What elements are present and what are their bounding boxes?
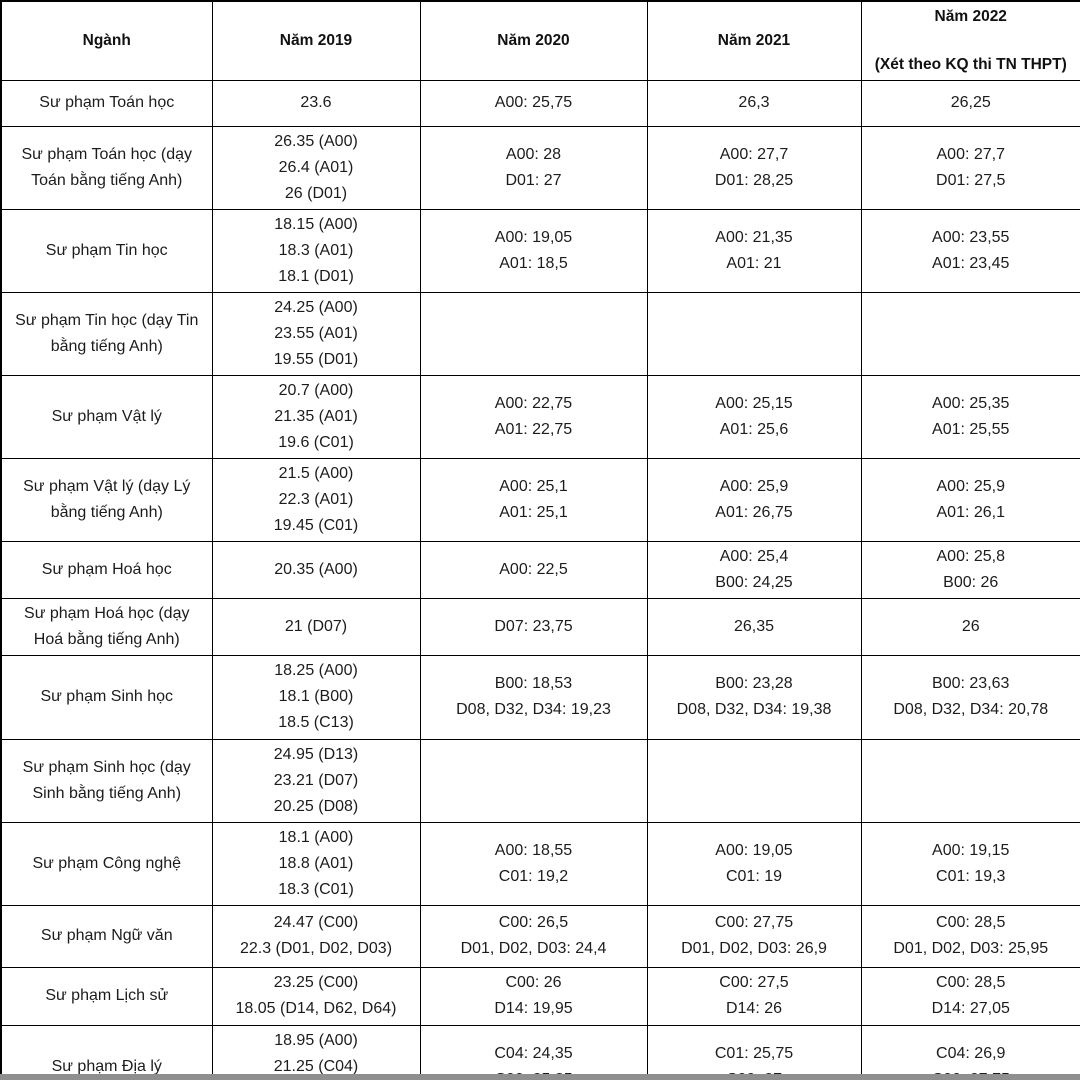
score-cell-2022: A00: 23,55 A01: 23,45 [860,208,1080,293]
major-cell: Sư phạm Tin học [0,208,213,293]
score-cell-2020: C00: 26,5 D01, D02, D03: 24,4 [419,904,648,968]
table-row: Sư phạm Địa lý 18.95 (A00) 21.25 (C04) 2… [0,1024,1080,1080]
score-cell-2022: A00: 25,9 A01: 26,1 [860,457,1080,542]
score-cell-2021: C00: 27,5 D14: 26 [646,966,862,1026]
major-cell: Sư phạm Sinh học (dạy Sinh bằng tiếng An… [0,738,213,823]
table-row: Sư phạm Lịch sử 23.25 (C00) 18.05 (D14, … [0,966,1080,1026]
score-cell-2019: 20.7 (A00) 21.35 (A01) 19.6 (C01) [211,374,421,459]
score-cell-2019: 20.35 (A00) [211,540,421,599]
major-cell: Sư phạm Tin học (dạy Tin bằng tiếng Anh) [0,291,213,376]
score-cell-2019: 18.95 (A00) 21.25 (C04) 22.75 (C00) [211,1024,421,1080]
score-cell-2022 [860,738,1080,823]
score-cell-2021 [646,738,862,823]
score-cell-2019: 24.25 (A00) 23.55 (A01) 19.55 (D01) [211,291,421,376]
score-cell-2022: A00: 25,8 B00: 26 [860,540,1080,599]
table-row: Sư phạm Toán học (dạy Toán bằng tiếng An… [0,125,1080,210]
page-bottom-edge [0,1074,1080,1080]
table-row: Sư phạm Tin học (dạy Tin bằng tiếng Anh)… [0,291,1080,376]
table-row: Sư phạm Tin học 18.15 (A00) 18.3 (A01) 1… [0,208,1080,293]
table-row: Sư phạm Hoá học (dạy Hoá bằng tiếng Anh)… [0,597,1080,656]
score-cell-2020: A00: 22,75 A01: 22,75 [419,374,648,459]
major-cell: Sư phạm Công nghệ [0,821,213,906]
score-cell-2020: C00: 26 D14: 19,95 [419,966,648,1026]
score-cell-2020: B00: 18,53 D08, D32, D34: 19,23 [419,654,648,740]
score-cell-2019: 21 (D07) [211,597,421,656]
score-cell-2021: 26,35 [646,597,862,656]
score-cell-2019: 24.95 (D13) 23.21 (D07) 20.25 (D08) [211,738,421,823]
score-cell-2020: A00: 28 D01: 27 [419,125,648,210]
score-cell-2019: 18.1 (A00) 18.8 (A01) 18.3 (C01) [211,821,421,906]
table-row: Sư phạm Hoá học 20.35 (A00) A00: 22,5 A0… [0,540,1080,599]
score-cell-2020: A00: 19,05 A01: 18,5 [419,208,648,293]
score-cell-2022: A00: 25,35 A01: 25,55 [860,374,1080,459]
score-cell-2019: 21.5 (A00) 22.3 (A01) 19.45 (C01) [211,457,421,542]
score-cell-2022 [860,291,1080,376]
table-row: Sư phạm Vật lý 20.7 (A00) 21.35 (A01) 19… [0,374,1080,459]
header-nam-2021: Năm 2021 [646,0,862,81]
score-cell-2020: A00: 25,75 [419,79,648,127]
table-row: Sư phạm Vật lý (dạy Lý bằng tiếng Anh) 2… [0,457,1080,542]
score-cell-2022: 26 [860,597,1080,656]
score-cell-2022: A00: 27,7 D01: 27,5 [860,125,1080,210]
table-row: Sư phạm Sinh học (dạy Sinh bằng tiếng An… [0,738,1080,823]
major-cell: Sư phạm Ngữ văn [0,904,213,968]
score-cell-2021: A00: 25,4 B00: 24,25 [646,540,862,599]
major-cell: Sư phạm Hoá học (dạy Hoá bằng tiếng Anh) [0,597,213,656]
score-cell-2020: D07: 23,75 [419,597,648,656]
score-cell-2019: 26.35 (A00) 26.4 (A01) 26 (D01) [211,125,421,210]
score-cell-2021 [646,291,862,376]
score-cell-2022: A00: 19,15 C01: 19,3 [860,821,1080,906]
table-row: Sư phạm Toán học 23.6 A00: 25,75 26,3 26… [0,79,1080,127]
score-cell-2022: C04: 26,9 C00: 27,75 [860,1024,1080,1080]
score-cell-2022: 26,25 [860,79,1080,127]
score-cell-2021: A00: 21,35 A01: 21 [646,208,862,293]
score-cell-2020: C04: 24,35 C00: 25,25 [419,1024,648,1080]
score-cell-2021: C00: 27,75 D01, D02, D03: 26,9 [646,904,862,968]
header-row: Ngành Năm 2019 Năm 2020 Năm 2021 Năm 202… [0,0,1080,81]
score-cell-2019: 23.25 (C00) 18.05 (D14, D62, D64) [211,966,421,1026]
score-cell-2020: A00: 25,1 A01: 25,1 [419,457,648,542]
header-nganh: Ngành [0,0,213,81]
score-cell-2021: C01: 25,75 C00: 27 [646,1024,862,1080]
header-nam-2020: Năm 2020 [419,0,648,81]
score-cell-2022: B00: 23,63 D08, D32, D34: 20,78 [860,654,1080,740]
score-cell-2021: 26,3 [646,79,862,127]
table-row: Sư phạm Công nghệ 18.1 (A00) 18.8 (A01) … [0,821,1080,906]
major-cell: Sư phạm Toán học [0,79,213,127]
major-cell: Sư phạm Sinh học [0,654,213,740]
score-cell-2021: A00: 27,7 D01: 28,25 [646,125,862,210]
score-cell-2019: 24.47 (C00) 22.3 (D01, D02, D03) [211,904,421,968]
score-cell-2022: C00: 28,5 D01, D02, D03: 25,95 [860,904,1080,968]
score-cell-2021: B00: 23,28 D08, D32, D34: 19,38 [646,654,862,740]
major-cell: Sư phạm Toán học (dạy Toán bằng tiếng An… [0,125,213,210]
table-row: Sư phạm Sinh học 18.25 (A00) 18.1 (B00) … [0,654,1080,740]
major-cell: Sư phạm Vật lý [0,374,213,459]
major-cell: Sư phạm Vật lý (dạy Lý bằng tiếng Anh) [0,457,213,542]
score-cell-2020: A00: 22,5 [419,540,648,599]
score-cell-2019: 23.6 [211,79,421,127]
major-cell: Sư phạm Lịch sử [0,966,213,1026]
major-cell: Sư phạm Hoá học [0,540,213,599]
score-cell-2021: A00: 19,05 C01: 19 [646,821,862,906]
score-cell-2021: A00: 25,9 A01: 26,75 [646,457,862,542]
score-cell-2022: C00: 28,5 D14: 27,05 [860,966,1080,1026]
score-cell-2020: A00: 18,55 C01: 19,2 [419,821,648,906]
score-cell-2019: 18.15 (A00) 18.3 (A01) 18.1 (D01) [211,208,421,293]
score-cell-2021: A00: 25,15 A01: 25,6 [646,374,862,459]
score-cell-2020 [419,291,648,376]
score-cell-2020 [419,738,648,823]
header-nam-2022: Năm 2022 (Xét theo KQ thi TN THPT) [860,0,1080,81]
score-cell-2019: 18.25 (A00) 18.1 (B00) 18.5 (C13) [211,654,421,740]
table-row: Sư phạm Ngữ văn 24.47 (C00) 22.3 (D01, D… [0,904,1080,968]
header-nam-2019: Năm 2019 [211,0,421,81]
major-cell: Sư phạm Địa lý [0,1024,213,1080]
